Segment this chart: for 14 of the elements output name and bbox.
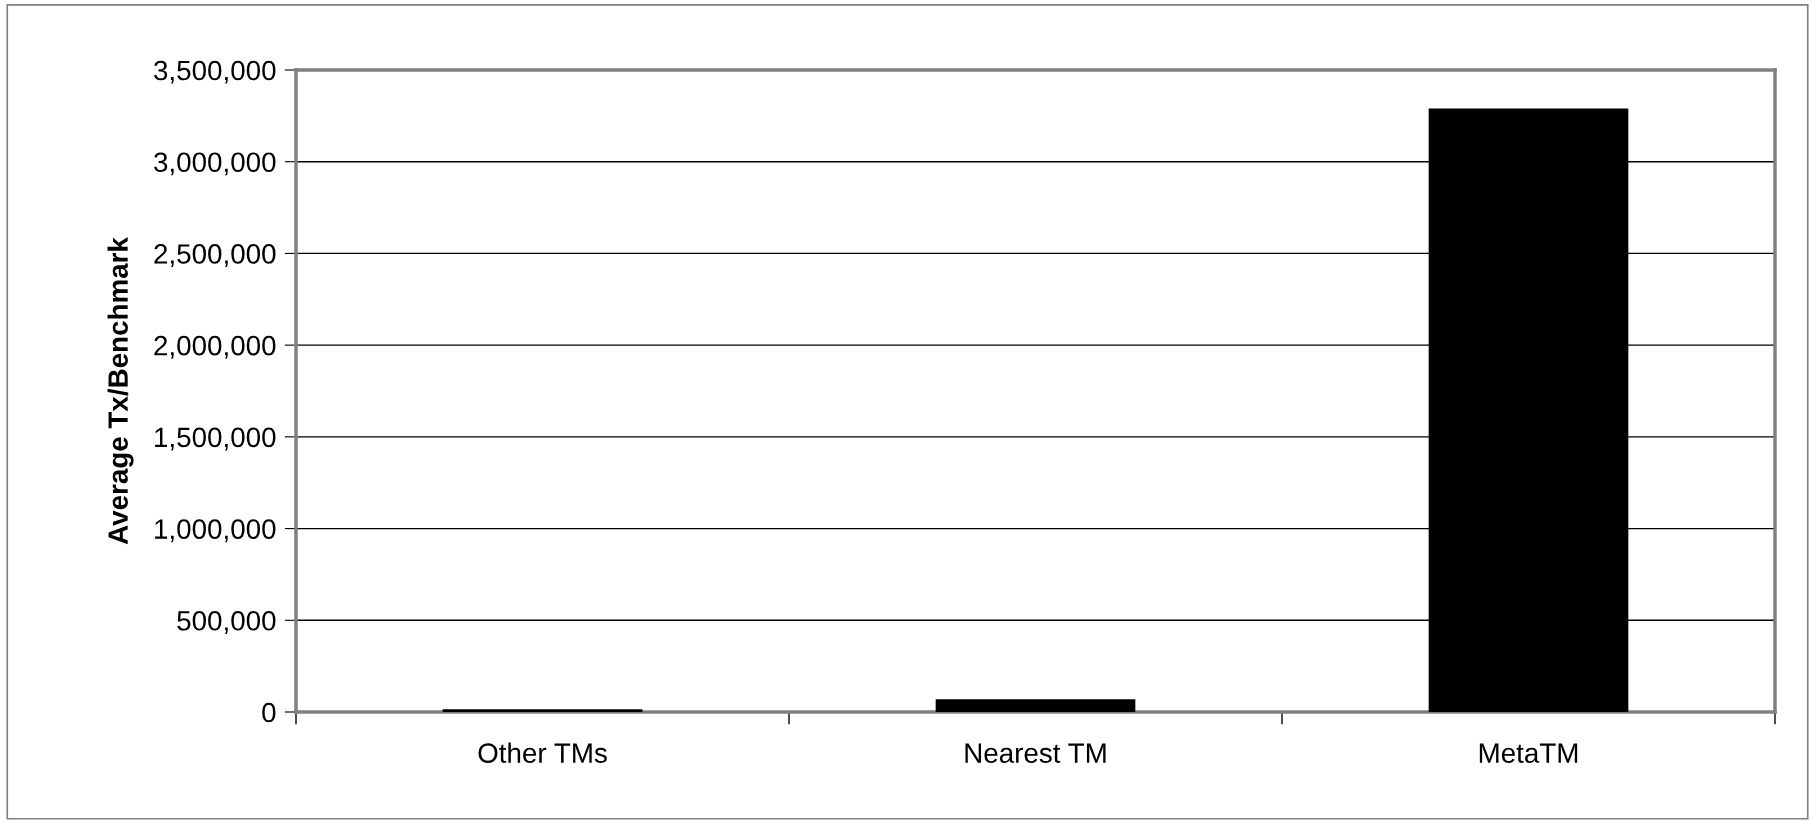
y-tick-label: 500,000: [177, 610, 276, 634]
x-tick-label: Nearest TM: [965, 743, 1106, 763]
x-tick-label: Other TMs: [478, 742, 607, 763]
y-tick-label: 3,000,000: [154, 152, 276, 176]
bar: [935, 699, 1136, 712]
y-tick-label: 1,500,000: [155, 427, 276, 451]
y-axis-title: Average Tx/Benchmark: [107, 237, 134, 545]
y-tick-label: 3,500,000: [154, 60, 276, 84]
y-tick-label: 2,000,000: [154, 335, 276, 359]
x-tick-label: MetaTM: [1479, 743, 1578, 763]
y-tick-label: 0: [262, 702, 276, 723]
y-tick-label: 2,500,000: [154, 244, 276, 268]
bar: [442, 709, 643, 712]
y-tick-label: 1,000,000: [155, 519, 276, 543]
